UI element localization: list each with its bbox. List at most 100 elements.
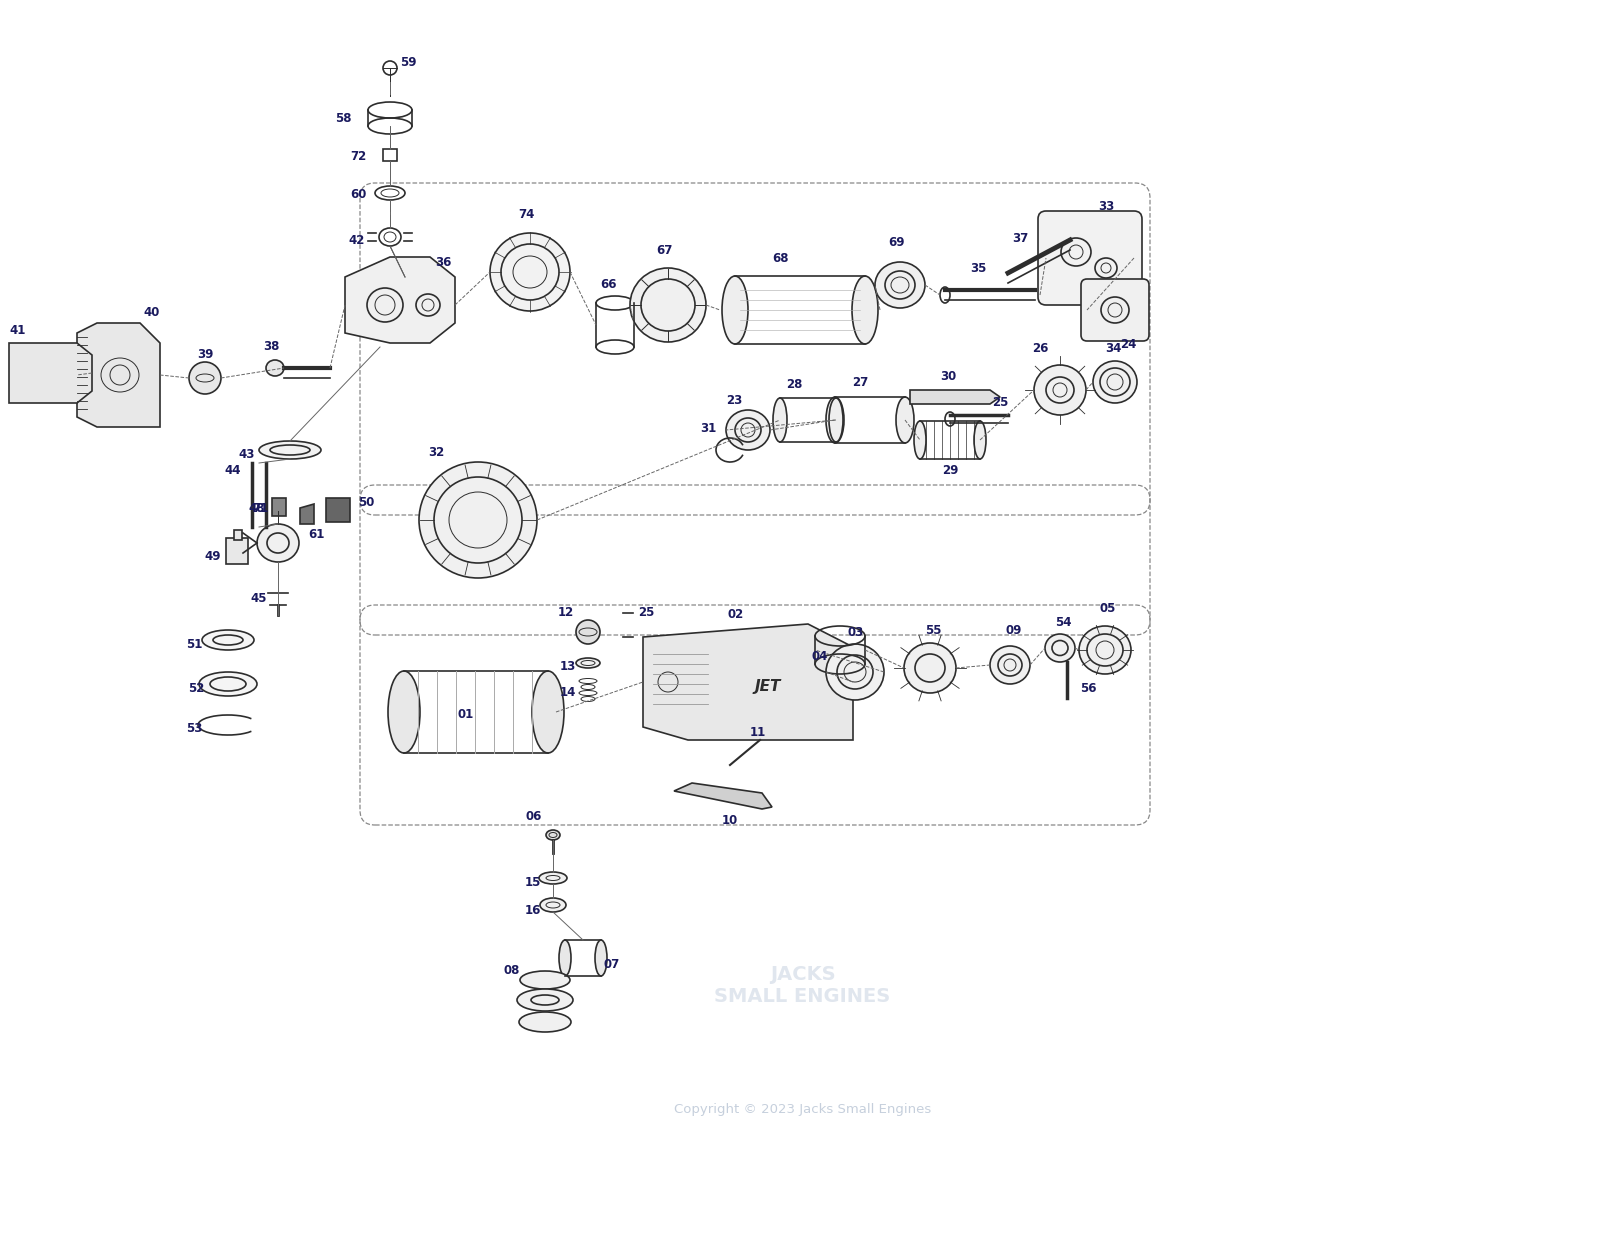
Bar (384, 149, 396, 162)
Bar (226, 538, 249, 563)
Text: 30: 30 (941, 370, 957, 383)
Text: 55: 55 (924, 624, 942, 636)
Ellipse shape (827, 397, 844, 443)
Polygon shape (644, 624, 852, 740)
Ellipse shape (631, 268, 706, 342)
Text: 25: 25 (639, 607, 655, 619)
Ellipse shape (904, 642, 957, 693)
Text: JACKS
SMALL ENGINES: JACKS SMALL ENGINES (714, 964, 891, 1005)
Ellipse shape (531, 671, 563, 753)
Text: 66: 66 (600, 279, 616, 291)
Ellipse shape (202, 630, 254, 650)
Polygon shape (674, 783, 772, 809)
Text: 03: 03 (847, 625, 863, 639)
Ellipse shape (546, 830, 560, 840)
Ellipse shape (517, 989, 573, 1011)
Ellipse shape (1045, 634, 1075, 662)
Text: 26: 26 (1032, 342, 1048, 355)
Text: Copyright © 2023 Jacks Small Engines: Copyright © 2023 Jacks Small Engines (674, 1104, 931, 1117)
Bar (326, 498, 350, 522)
Text: 37: 37 (1013, 232, 1029, 244)
Ellipse shape (990, 646, 1030, 684)
Ellipse shape (974, 420, 985, 459)
Text: 40: 40 (143, 307, 159, 319)
Polygon shape (910, 390, 1000, 404)
Text: 54: 54 (1054, 616, 1072, 630)
Text: 10: 10 (722, 814, 738, 826)
Text: 53: 53 (186, 723, 202, 736)
Text: 28: 28 (786, 377, 802, 391)
Text: 09: 09 (1006, 624, 1022, 636)
Ellipse shape (257, 524, 299, 562)
Text: 52: 52 (188, 682, 204, 694)
Text: 44: 44 (225, 464, 241, 476)
Ellipse shape (539, 872, 567, 884)
Text: 06: 06 (525, 810, 541, 824)
Ellipse shape (539, 898, 567, 912)
Polygon shape (77, 323, 160, 427)
Ellipse shape (559, 940, 571, 977)
Text: 59: 59 (400, 57, 417, 69)
Text: 24: 24 (1120, 338, 1136, 350)
Ellipse shape (852, 276, 878, 344)
FancyBboxPatch shape (1038, 211, 1143, 305)
Text: 42: 42 (348, 234, 364, 248)
Ellipse shape (518, 1012, 571, 1032)
Text: JET: JET (754, 679, 782, 694)
Ellipse shape (774, 398, 786, 441)
Circle shape (576, 620, 600, 644)
Text: 32: 32 (429, 445, 445, 459)
Polygon shape (10, 343, 91, 403)
Text: 31: 31 (700, 422, 716, 434)
Ellipse shape (1079, 626, 1132, 674)
Polygon shape (300, 504, 315, 524)
Text: 12: 12 (559, 605, 575, 619)
Text: 51: 51 (186, 637, 202, 651)
Ellipse shape (576, 658, 600, 668)
Text: 11: 11 (750, 725, 766, 739)
Ellipse shape (1034, 365, 1087, 416)
Ellipse shape (595, 940, 607, 977)
Ellipse shape (258, 441, 321, 459)
Text: 58: 58 (335, 111, 351, 125)
Text: 05: 05 (1099, 602, 1117, 614)
Text: 16: 16 (525, 904, 541, 916)
Text: 45: 45 (250, 593, 266, 605)
Text: 56: 56 (1080, 682, 1096, 694)
Ellipse shape (875, 261, 924, 308)
Ellipse shape (722, 276, 748, 344)
Text: 27: 27 (852, 376, 868, 388)
Text: 67: 67 (656, 244, 672, 258)
Circle shape (189, 363, 221, 395)
Ellipse shape (388, 671, 421, 753)
Text: 68: 68 (772, 252, 788, 265)
Text: 33: 33 (1098, 200, 1114, 212)
Text: 38: 38 (263, 339, 279, 353)
Text: 48: 48 (249, 502, 265, 514)
Text: 71: 71 (252, 502, 268, 514)
Text: 61: 61 (308, 528, 324, 540)
Text: 02: 02 (729, 608, 745, 620)
Text: 43: 43 (238, 449, 254, 461)
Text: 14: 14 (560, 686, 576, 699)
FancyBboxPatch shape (1082, 279, 1149, 342)
Text: 29: 29 (942, 464, 958, 476)
Text: 74: 74 (518, 207, 534, 221)
Ellipse shape (199, 672, 257, 695)
Text: 60: 60 (350, 189, 366, 201)
Text: 36: 36 (435, 256, 451, 270)
Ellipse shape (520, 972, 570, 989)
Text: 69: 69 (888, 237, 905, 249)
Bar (234, 530, 242, 540)
Ellipse shape (827, 644, 884, 700)
Ellipse shape (913, 420, 926, 459)
Ellipse shape (419, 462, 538, 578)
Bar (271, 498, 286, 515)
Text: 15: 15 (525, 877, 541, 889)
Text: 50: 50 (358, 496, 374, 508)
Text: 07: 07 (603, 958, 620, 970)
Text: 41: 41 (10, 324, 26, 338)
Ellipse shape (266, 360, 284, 376)
Text: 39: 39 (197, 348, 213, 360)
Text: 49: 49 (204, 550, 220, 563)
